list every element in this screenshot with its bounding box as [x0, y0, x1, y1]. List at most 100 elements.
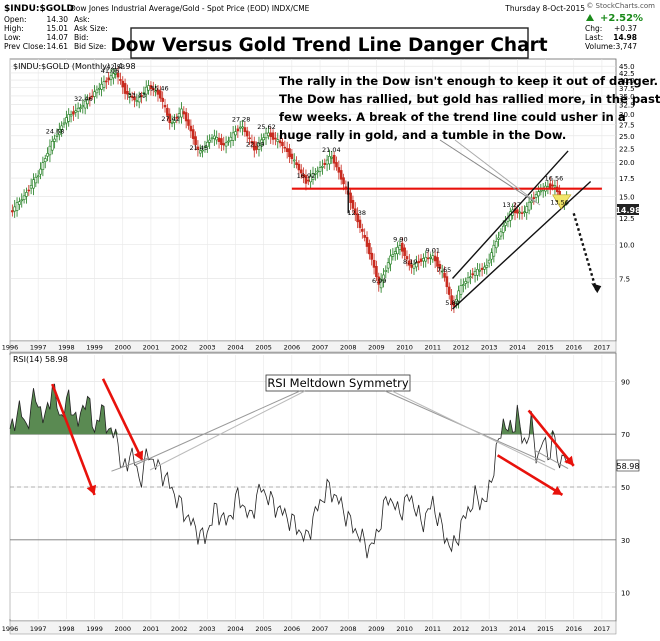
- candle-body: [191, 129, 195, 139]
- candle-body: [382, 274, 385, 282]
- quote-right-value: 3,747: [616, 42, 638, 51]
- price-y-tick: 27.5: [619, 122, 635, 130]
- rsi-plot: [9, 383, 568, 559]
- quote-mid-label: Bid Size:: [74, 42, 106, 51]
- price-y-tick: 37.5: [619, 85, 635, 93]
- price-value-label: 12.38: [347, 209, 366, 217]
- candle-body: [213, 135, 216, 139]
- chart-title: Dow Versus Gold Trend Line Danger Chart: [110, 35, 547, 56]
- candle-body: [76, 107, 80, 112]
- candle-body: [447, 286, 451, 295]
- price-value-label: 27.28: [232, 115, 251, 123]
- price-x-tick: 2011: [425, 344, 442, 352]
- candle-body: [62, 122, 66, 125]
- candle-body: [295, 162, 298, 165]
- candle-body: [499, 231, 503, 237]
- candle-body: [175, 116, 179, 119]
- price-value-label: 42.53: [106, 63, 125, 71]
- candle-body: [25, 192, 28, 197]
- price-value-label: 6.99: [372, 277, 386, 285]
- rsi-x-tick: 2012: [453, 625, 470, 633]
- candle-body: [337, 167, 341, 173]
- price-value-label: 33.43: [128, 91, 147, 99]
- rsi-x-tick: 1999: [86, 625, 103, 633]
- candle-body: [121, 80, 125, 88]
- candle-body: [48, 145, 52, 156]
- candle-body: [464, 281, 467, 284]
- price-y-tick: 40.0: [619, 77, 635, 85]
- candle-body: [29, 185, 33, 189]
- candle-body: [126, 91, 129, 95]
- candle-body: [410, 264, 413, 268]
- candle-body: [497, 237, 500, 240]
- candle-body: [140, 94, 143, 97]
- candle-body: [551, 184, 554, 187]
- price-value-label: 21.04: [322, 146, 341, 154]
- candle-body: [422, 258, 425, 262]
- last-price-box: [617, 204, 639, 215]
- quote-left-label: High:: [4, 24, 24, 33]
- rsi-red-arrow-4-line: [527, 409, 575, 467]
- quote-left-value: 14.30: [47, 15, 69, 24]
- candle-body: [415, 262, 418, 268]
- rsi-last-label: 58.98: [617, 462, 640, 471]
- watermark: © StockCharts.com: [586, 2, 655, 10]
- candle-body: [65, 117, 68, 124]
- candle-body: [516, 209, 519, 214]
- candle-body: [128, 94, 132, 97]
- price-legend: $INDU:$GOLD (Monthly) 14.98: [13, 62, 136, 71]
- candle-body: [107, 77, 110, 81]
- rsi-red-arrow-3-line: [496, 454, 564, 497]
- candle-body: [504, 222, 507, 226]
- candle-body: [196, 146, 200, 150]
- candle-body: [18, 201, 21, 205]
- candle-body: [257, 143, 261, 150]
- candle-body: [292, 159, 296, 162]
- candle-body: [311, 173, 315, 180]
- candle-body: [429, 257, 432, 259]
- candle-body: [182, 111, 186, 115]
- price-value-label: 5.80: [445, 299, 459, 307]
- rsi-x-tick: 1998: [58, 625, 75, 633]
- candle-body: [123, 83, 127, 94]
- candle-body: [220, 138, 223, 146]
- rsi-x-tick: 2010: [396, 625, 413, 633]
- candle-body: [163, 104, 167, 108]
- quote-left-label: Low:: [4, 33, 21, 42]
- rsi-red-arrow-2-head-icon: [134, 450, 144, 461]
- quote-left-label: Prev Close:: [4, 42, 46, 51]
- candle-body: [283, 146, 287, 149]
- candle-body: [93, 91, 96, 97]
- candle-body: [323, 162, 327, 165]
- candle-body: [454, 299, 458, 304]
- price-value-label: 9.01: [426, 247, 440, 255]
- price-x-tick: 2000: [114, 344, 131, 352]
- quote-right-label: Last:: [585, 33, 603, 42]
- candle-body: [142, 92, 146, 94]
- candle-body: [105, 80, 108, 83]
- candle-body: [400, 242, 404, 252]
- candle-body: [391, 254, 395, 257]
- candle-body: [459, 285, 463, 295]
- candle-body: [379, 279, 383, 289]
- candle-body: [520, 212, 524, 214]
- price-value-label: 41.06: [101, 67, 120, 75]
- candle-body: [168, 113, 172, 123]
- rsi-x-tick: 2003: [199, 625, 216, 633]
- candle-body: [501, 225, 505, 233]
- rsi-callout-right-2: [391, 390, 556, 471]
- candle-body: [227, 140, 230, 143]
- price-x-tick: 1998: [58, 344, 75, 352]
- candle-body: [210, 137, 214, 140]
- annotation-line: The Dow has rallied, but gold has rallie…: [279, 92, 660, 106]
- candle-body: [72, 111, 75, 115]
- candle-body: [405, 256, 409, 260]
- quote-date: Thursday 8-Oct-2015: [504, 4, 585, 13]
- price-value-label: 22.09: [246, 140, 265, 148]
- candle-body: [457, 290, 460, 302]
- price-y-tick: 12.5: [619, 215, 635, 223]
- candle-body: [297, 163, 301, 171]
- rsi-red-arrow-1-line: [51, 383, 96, 496]
- price-y-tick: 30.0: [619, 111, 635, 119]
- rsi-annotation-box: [265, 374, 411, 392]
